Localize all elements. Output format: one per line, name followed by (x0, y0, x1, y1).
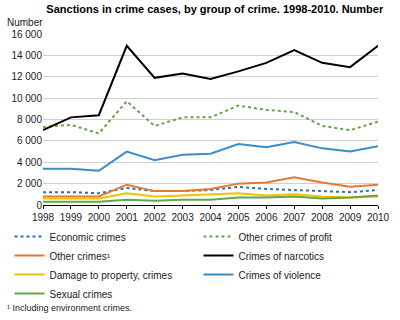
svg-text:Economic crimes: Economic crimes (50, 232, 126, 243)
svg-text:2001: 2001 (116, 212, 139, 223)
svg-text:16 000: 16 000 (11, 29, 42, 40)
svg-text:2007: 2007 (283, 212, 306, 223)
svg-text:2003: 2003 (171, 212, 194, 223)
svg-text:2002: 2002 (144, 212, 167, 223)
svg-text:Crimes of narcotics: Crimes of narcotics (239, 251, 325, 262)
svg-text:4 000: 4 000 (17, 157, 42, 168)
svg-text:1998: 1998 (32, 212, 55, 223)
svg-text:Other crimes of profit: Other crimes of profit (239, 232, 333, 243)
svg-text:2005: 2005 (227, 212, 250, 223)
svg-text:2009: 2009 (339, 212, 362, 223)
svg-text:Number: Number (7, 17, 43, 28)
svg-text:0: 0 (36, 200, 42, 211)
svg-text:2004: 2004 (199, 212, 222, 223)
svg-text:8 000: 8 000 (17, 114, 42, 125)
svg-text:1999: 1999 (60, 212, 83, 223)
svg-text:2 000: 2 000 (17, 178, 42, 189)
svg-text:Sexual crimes: Sexual crimes (50, 289, 113, 300)
svg-text:Crimes of violence: Crimes of violence (239, 270, 322, 281)
svg-text:2000: 2000 (88, 212, 111, 223)
svg-text:Sanctions in crime cases, by g: Sanctions in crime cases, by group of cr… (46, 3, 384, 15)
svg-text:14 000: 14 000 (11, 50, 42, 61)
svg-text:Damage to property, crimes: Damage to property, crimes (50, 270, 173, 281)
svg-text:2010: 2010 (367, 212, 390, 223)
svg-text:12 000: 12 000 (11, 71, 42, 82)
svg-text:6 000: 6 000 (17, 135, 42, 146)
svg-text:2008: 2008 (311, 212, 334, 223)
svg-text:2006: 2006 (255, 212, 278, 223)
svg-text:¹ Including environment crimes: ¹ Including environment crimes. (7, 303, 132, 313)
svg-text:10 000: 10 000 (11, 93, 42, 104)
svg-text:Other crimes¹: Other crimes¹ (50, 251, 111, 262)
